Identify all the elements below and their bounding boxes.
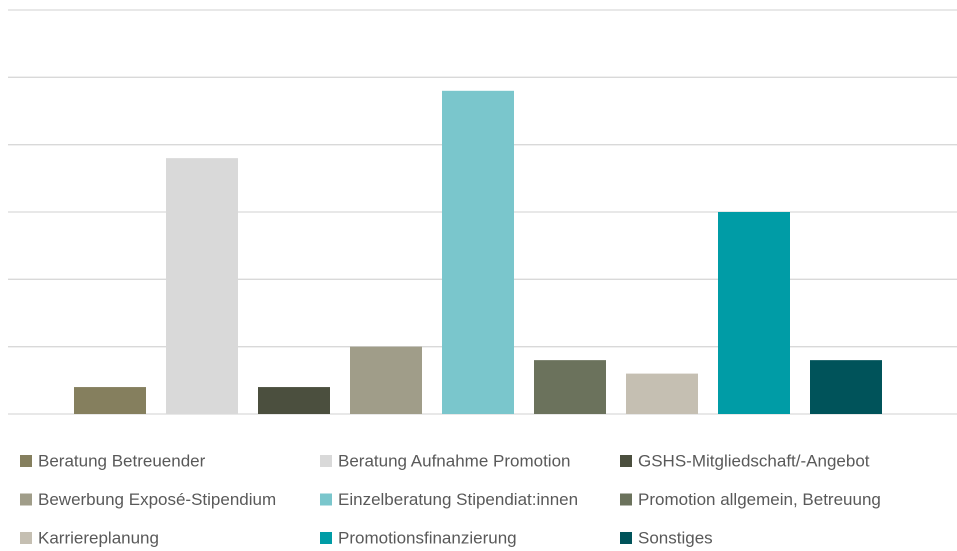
legend-swatch [20, 493, 32, 506]
legend-swatch [620, 532, 632, 544]
legend-swatch [320, 493, 332, 506]
legend-label: Beratung Aufnahme Promotion [338, 451, 570, 470]
bar [350, 346, 422, 414]
legend-swatch [320, 532, 332, 544]
bar [74, 387, 146, 414]
legend-label: Promotionsfinanzierung [338, 528, 517, 547]
bar [626, 373, 698, 414]
legend-label: Einzelberatung Stipendiat:innen [338, 490, 578, 509]
bar [718, 212, 790, 414]
legend-label: Karriereplanung [38, 528, 159, 547]
legend-swatch [620, 493, 632, 506]
legend-swatch [20, 532, 32, 544]
legend-label: Beratung Betreuender [38, 451, 206, 470]
legend-label: Sonstiges [638, 528, 713, 547]
bar [810, 360, 882, 414]
legend-swatch [620, 455, 632, 467]
legend-label: Bewerbung Exposé-Stipendium [38, 490, 276, 509]
legend-label: GSHS-Mitgliedschaft/-Angebot [638, 451, 870, 470]
bar [166, 158, 238, 414]
bar [442, 90, 514, 415]
bar [258, 387, 330, 414]
legend-label: Promotion allgemein, Betreuung [638, 490, 881, 509]
bar [534, 360, 606, 414]
legend-swatch [20, 455, 32, 467]
legend-swatch [320, 455, 332, 467]
